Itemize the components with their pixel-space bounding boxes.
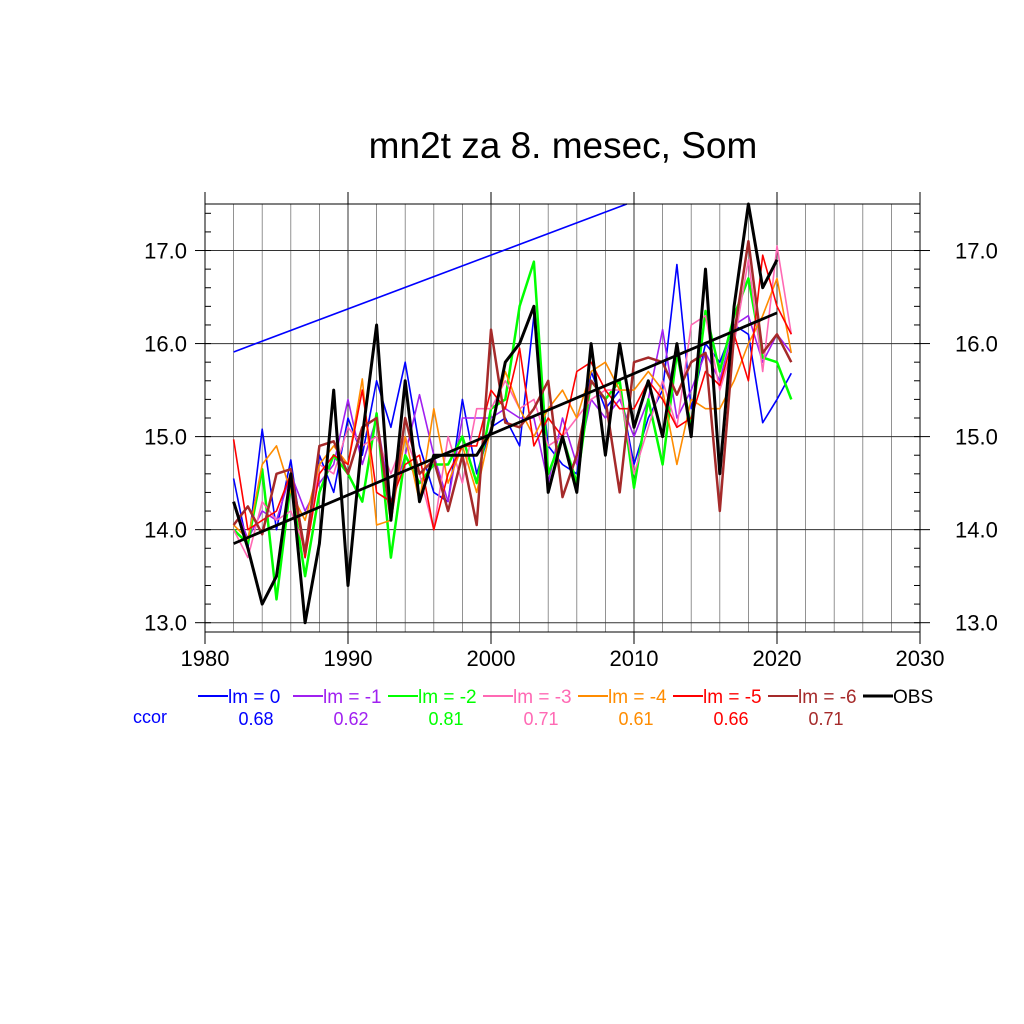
legend-label: lm = -1 <box>323 687 382 708</box>
axes: 13.0 13.0 14.0 14.0 15.0 15.0 16.0 16.0 17.0 17.0… <box>144 192 998 671</box>
ccor-value: 0.71 <box>808 709 843 729</box>
series-line-7 <box>232 202 779 625</box>
legend-label: OBS <box>893 687 933 708</box>
legend-label: lm = -5 <box>703 687 762 708</box>
y-tick-label-right: 13.0 <box>955 611 998 636</box>
y-tick-label: 15.0 <box>144 425 187 450</box>
y-tick-label-right: 16.0 <box>955 332 998 357</box>
trend-lines <box>233 203 778 545</box>
trend-line-0 <box>233 203 628 353</box>
x-tick-label: 2020 <box>753 646 802 671</box>
y-tick-label-right: 14.0 <box>955 518 998 543</box>
x-tick-label: 2010 <box>610 646 659 671</box>
y-tick-label: 14.0 <box>144 518 187 543</box>
legend-label: lm = -6 <box>798 687 857 708</box>
x-tick-label: 1980 <box>181 646 230 671</box>
ccor-value: 0.81 <box>428 709 463 729</box>
legend-label: lm = -2 <box>418 687 477 708</box>
y-tick-label: 13.0 <box>144 611 187 636</box>
x-tick-label: 2000 <box>467 646 516 671</box>
trend-line-1 <box>233 311 778 545</box>
y-tick-label-right: 15.0 <box>955 425 998 450</box>
legend: ccor lm = 00.68 lm = -10.62 lm = -20.81 lm =… <box>133 687 933 729</box>
ccor-value: 0.66 <box>713 709 748 729</box>
ccor-value: 0.68 <box>238 709 273 729</box>
y-tick-label: 16.0 <box>144 332 187 357</box>
ccor-value: 0.61 <box>618 709 653 729</box>
y-tick-label-right: 17.0 <box>955 239 998 264</box>
legend-label: lm = -4 <box>608 687 667 708</box>
y-tick-label: 17.0 <box>144 239 187 264</box>
legend-label: lm = 0 <box>228 687 280 708</box>
ccor-value: 0.71 <box>523 709 558 729</box>
ccor-value: 0.62 <box>333 709 368 729</box>
x-tick-label: 1990 <box>324 646 373 671</box>
chart-title: mn2t za 8. mesec, Som <box>369 125 758 166</box>
ccor-label: ccor <box>133 707 167 727</box>
legend-label: lm = -3 <box>513 687 572 708</box>
x-tick-label: 2030 <box>896 646 945 671</box>
series-group <box>232 202 793 625</box>
